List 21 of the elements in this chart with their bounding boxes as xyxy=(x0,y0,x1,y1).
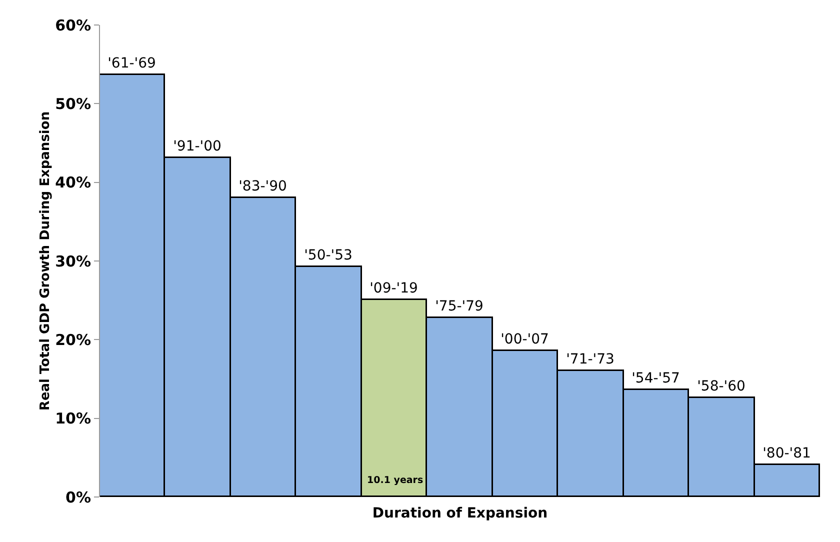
x-axis-title: Duration of Expansion xyxy=(372,505,548,522)
y-tick-label: 30% xyxy=(55,252,91,270)
x-tick-label: '50-'53 xyxy=(304,247,352,264)
x-tick-label: '00-'07 xyxy=(500,331,549,348)
y-tick-label: 0% xyxy=(66,488,91,506)
annotation: 10.1 years xyxy=(367,475,424,486)
x-tick-label: '75-'79 xyxy=(435,298,484,314)
y-tick-label: 20% xyxy=(55,330,91,349)
y-tick-label: 60% xyxy=(55,16,91,34)
x-tick-label: '83-'90 xyxy=(238,178,287,194)
x-tick-label: '09-'19 xyxy=(370,280,418,296)
y-axis-title: Real Total GDP Growth During Expansion xyxy=(38,111,54,411)
x-tick-label: '91-'00 xyxy=(173,138,222,154)
x-tick-label: '80-'81 xyxy=(762,445,811,462)
x-tick-label: '61-'69 xyxy=(108,55,156,72)
y-tick-label: 40% xyxy=(55,174,91,192)
x-tick-label: '58-'60 xyxy=(697,378,746,394)
x-tick-label: '54-'57 xyxy=(632,370,680,386)
x-tick-label: '71-'73 xyxy=(566,351,614,368)
y-tick-label: 50% xyxy=(55,94,91,113)
y-tick-label: 10% xyxy=(55,410,91,428)
